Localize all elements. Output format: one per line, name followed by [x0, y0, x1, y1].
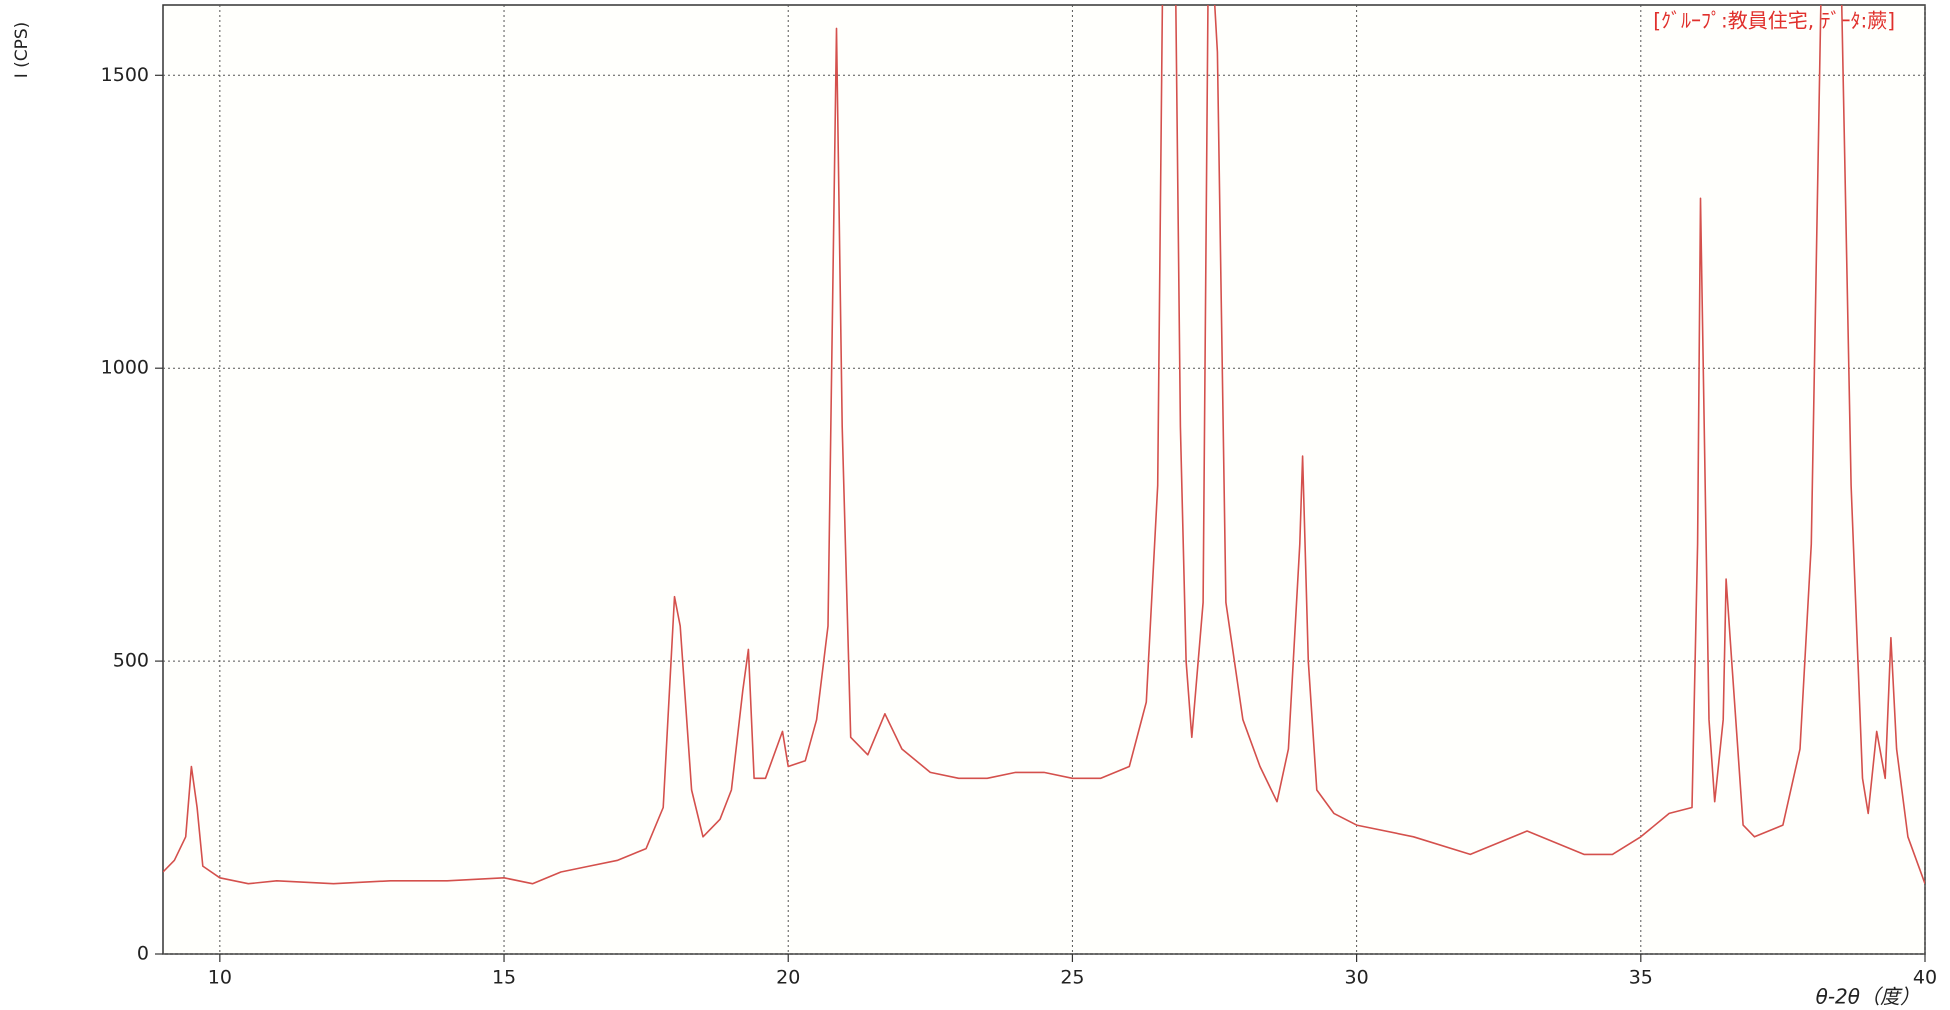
x-tick-label: 35: [1629, 967, 1653, 989]
plot-area: [162, 4, 1926, 955]
x-tick-label: 30: [1345, 967, 1369, 989]
y-tick-label: 500: [113, 650, 149, 672]
annotation: [ｸﾞﾙｰﾌﾟ:教員住宅, ﾃﾞｰﾀ:蕨]: [1653, 9, 1895, 33]
x-tick-label: 25: [1060, 967, 1084, 989]
x-tick-label: 20: [776, 967, 800, 989]
x-tick-label: 10: [208, 967, 232, 989]
y-tick-label: 1000: [101, 357, 149, 379]
x-tick-label: 15: [492, 967, 516, 989]
x-axis-label: θ-2θ（度）: [1816, 985, 1920, 1009]
y-axis-label: I (CPS): [12, 22, 32, 79]
y-tick-label: 1500: [101, 64, 149, 86]
x-tick-label: 40: [1913, 967, 1937, 989]
y-tick-label: 0: [137, 943, 149, 965]
data-line: [163, 5, 1925, 885]
